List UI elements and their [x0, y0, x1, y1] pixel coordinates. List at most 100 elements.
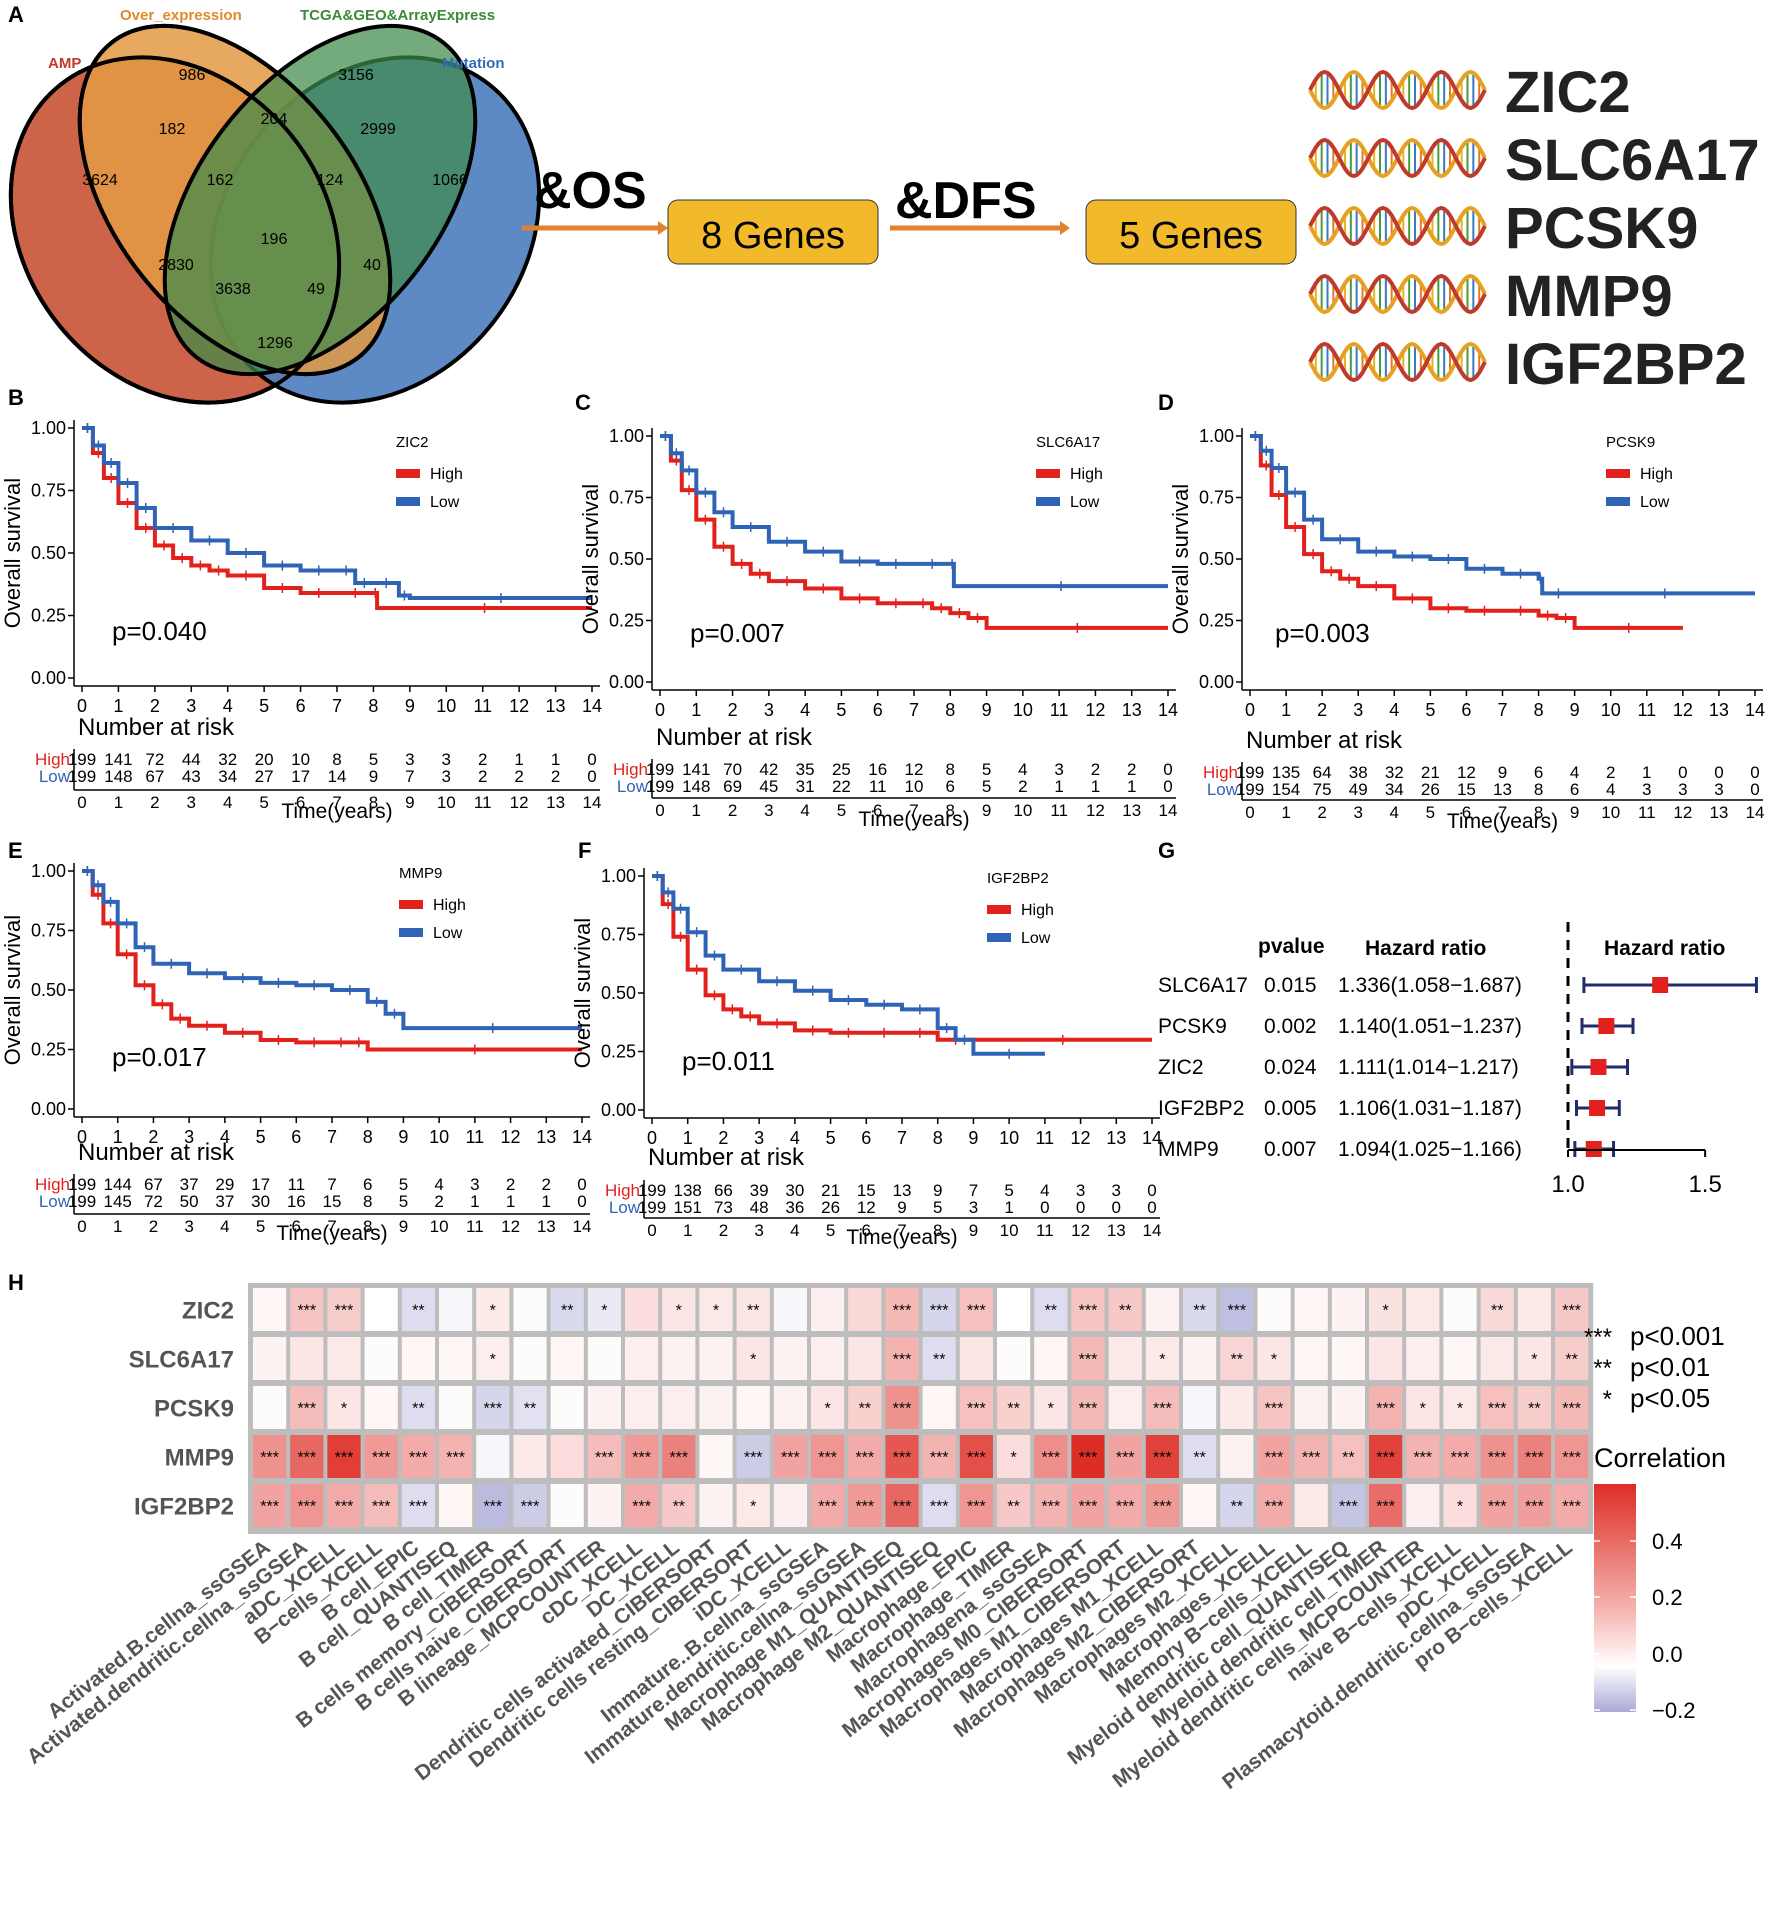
dna-helix-icon [1308, 69, 1487, 111]
heatmap-cell [699, 1337, 733, 1380]
risk-x-tick-label: 8 [369, 793, 378, 812]
panel-label-e: E [8, 838, 23, 863]
x-tick-label: 10 [1601, 700, 1621, 720]
heatmap-cell [1555, 1386, 1589, 1429]
heatmap-cell [401, 1484, 435, 1527]
x-tick-label: 8 [368, 696, 378, 716]
risk-value-low: 12 [857, 1198, 876, 1217]
heatmap-cell [1220, 1386, 1254, 1429]
heatmap-significance: *** [893, 1499, 912, 1516]
y-tick-label: 0.25 [31, 606, 66, 626]
heatmap-cell [1071, 1435, 1105, 1478]
risk-x-tick-label: 5 [256, 1217, 265, 1236]
heatmap-significance: ** [412, 1401, 424, 1418]
x-tick-label: 2 [718, 1128, 728, 1148]
risk-x-tick-label: 3 [187, 793, 196, 812]
heatmap-significance: *** [893, 1303, 912, 1320]
heatmap-cell [1517, 1484, 1551, 1527]
risk-x-tick-label: 9 [1570, 803, 1579, 822]
forest-pvalue: 0.007 [1264, 1138, 1317, 1161]
dna-helix-icon [1308, 205, 1487, 247]
venn-count: 124 [317, 172, 344, 189]
heatmap-cell [922, 1288, 956, 1331]
risk-value-low: 1 [1054, 777, 1063, 796]
heatmap-cell [1480, 1435, 1514, 1478]
y-tick-label: 1.00 [609, 426, 644, 446]
heatmap-cell [1443, 1288, 1477, 1331]
heatmap-significance: * [1531, 1352, 1537, 1369]
risk-value-high: 3 [470, 1175, 479, 1194]
risk-value-high: 0 [1678, 763, 1687, 782]
risk-value-high: 29 [215, 1175, 234, 1194]
heatmap-cell [885, 1435, 919, 1478]
risk-value-high: 0 [587, 750, 596, 769]
heatmap-cell [922, 1435, 956, 1478]
heatmap-cell [513, 1484, 547, 1527]
heatmap-cell [1257, 1337, 1291, 1380]
x-tick-label: 3 [184, 1127, 194, 1147]
x-tick-label: 7 [897, 1128, 907, 1148]
y-tick-label: 0.00 [31, 668, 66, 688]
km-plot-e: 1.000.750.500.250.000 1 2 3 4 5 6 7 8 9 10 11 12 13 14… [0, 861, 592, 1245]
heatmap-significance: *** [297, 1303, 316, 1320]
heatmap-cell [959, 1288, 993, 1331]
forest-pvalue: 0.015 [1264, 974, 1317, 997]
heatmap-significance: ** [1119, 1303, 1131, 1320]
legend-label-high: High [430, 466, 463, 483]
heatmap-row-label: IGF2BP2 [134, 1494, 234, 1521]
sig-legend-text: p<0.01 [1630, 1352, 1710, 1382]
risk-value-low: 6 [946, 777, 955, 796]
x-tick-label: 8 [933, 1128, 943, 1148]
forest-plot-title: Hazard ratio [1604, 937, 1725, 960]
x-tick-label: 11 [1050, 700, 1069, 720]
heatmap-cell [1220, 1288, 1254, 1331]
heatmap-significance: *** [297, 1401, 316, 1418]
risk-row-label-low: Low [39, 1192, 71, 1211]
risk-x-tick-label: 7 [327, 1217, 336, 1236]
risk-value-low: 72 [144, 1192, 163, 1211]
venn-count: 182 [159, 121, 186, 138]
heatmap-significance: *** [260, 1499, 279, 1516]
risk-value-high: 42 [759, 760, 778, 779]
heatmap-significance: *** [1413, 1450, 1432, 1467]
x-tick-label: 0 [647, 1128, 657, 1148]
risk-value-high: 7 [969, 1181, 978, 1200]
heatmap-significance: *** [1525, 1450, 1544, 1467]
heatmap-cell [1257, 1435, 1291, 1478]
heatmap-significance: *** [1079, 1401, 1098, 1418]
risk-value-high: 8 [332, 750, 341, 769]
heatmap-significance: ** [1528, 1401, 1540, 1418]
heatmap-cell [1257, 1288, 1291, 1331]
heatmap-cell [662, 1288, 696, 1331]
heatmap-significance: *** [1488, 1401, 1507, 1418]
heatmap-significance: ** [747, 1303, 759, 1320]
heatmap-cell [662, 1337, 696, 1380]
heatmap-significance: *** [1488, 1499, 1507, 1516]
colorbar-tick-label: −0.2 [1652, 1698, 1695, 1723]
heatmap-cell [625, 1435, 659, 1478]
heatmap-significance: *** [967, 1401, 986, 1418]
risk-x-tick-label: 9 [982, 801, 991, 820]
legend-label-low: Low [1021, 930, 1051, 947]
p-value: p=0.007 [690, 618, 785, 648]
heatmap-cell [848, 1435, 882, 1478]
x-tick-label: 6 [861, 1128, 871, 1148]
heatmap-cell [364, 1288, 398, 1331]
heatmap-cell [1406, 1386, 1440, 1429]
risk-value-high: 2 [542, 1175, 551, 1194]
risk-x-tick-label: 1 [114, 793, 123, 812]
x-tick-label: 12 [1673, 700, 1693, 720]
risk-value-high: 21 [1421, 763, 1440, 782]
risk-x-tick-label: 3 [764, 801, 773, 820]
risk-x-tick-label: 12 [1673, 803, 1692, 822]
x-tick-label: 2 [728, 700, 738, 720]
box-8-genes-label: 8 Genes [701, 215, 845, 257]
risk-value-high: 199 [68, 1175, 96, 1194]
risk-value-low: 9 [897, 1198, 906, 1217]
risk-x-tick-label: 6 [1462, 803, 1471, 822]
heatmap-significance: *** [1451, 1450, 1470, 1467]
heatmap-cell [997, 1337, 1031, 1380]
risk-value-low: 43 [182, 767, 201, 786]
risk-value-low: 15 [1457, 780, 1476, 799]
